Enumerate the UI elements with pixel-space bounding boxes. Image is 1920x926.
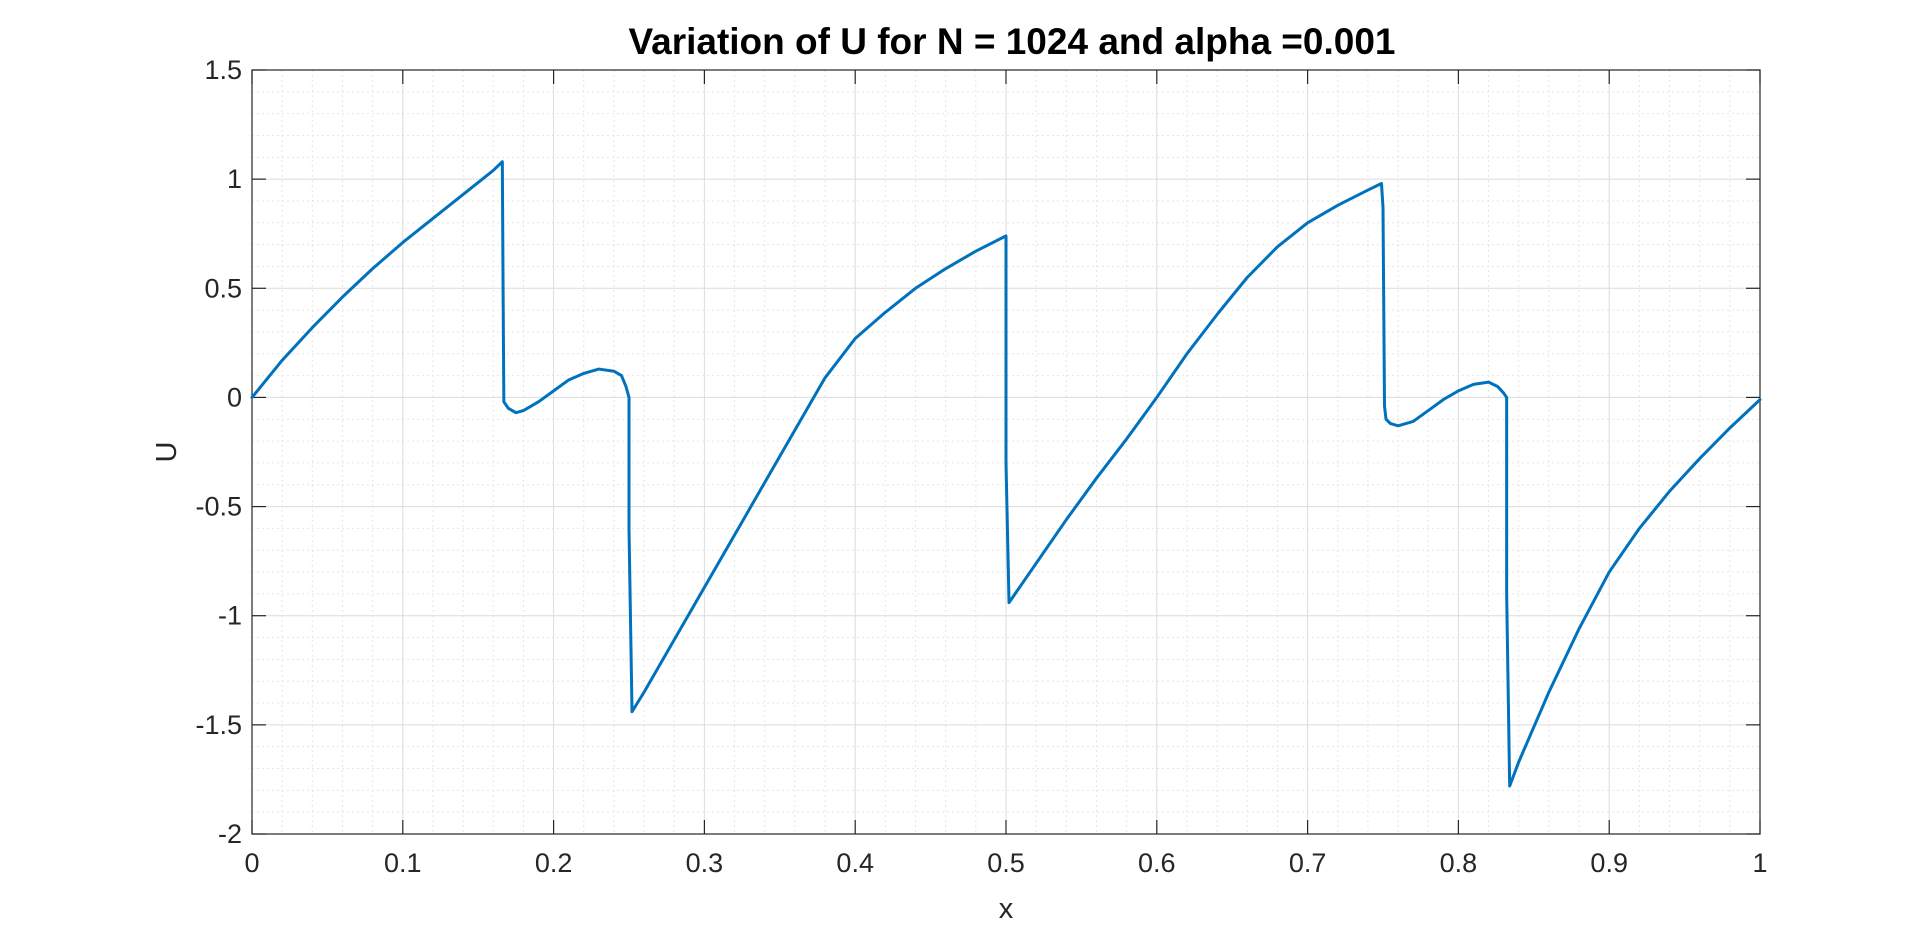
y-tick-label: -2 — [218, 819, 242, 849]
x-tick-label: 0.5 — [987, 848, 1025, 878]
x-tick-label: 0.4 — [836, 848, 874, 878]
x-tick-label: 1 — [1752, 848, 1767, 878]
y-tick-label: 1.5 — [204, 55, 242, 85]
x-tick-label: 0.6 — [1138, 848, 1176, 878]
tick-labels: 0 0.1 0.2 0.3 0.4 0.5 0.6 0.7 0.8 0.9 1 1.5 1 0.5 0 -0.… — [195, 55, 1767, 878]
x-tick-label: 0.7 — [1289, 848, 1327, 878]
chart-title: Variation of U for N = 1024 and alpha =0… — [628, 21, 1395, 62]
x-tick-label: 0.3 — [686, 848, 724, 878]
y-tick-label: 0 — [227, 382, 242, 412]
x-tick-label: 0.8 — [1440, 848, 1478, 878]
x-tick-label: 0.2 — [535, 848, 573, 878]
y-axis-label: U — [151, 442, 183, 463]
y-tick-label: 1 — [227, 164, 242, 194]
y-tick-label: -1 — [218, 601, 242, 631]
x-tick-label: 0 — [244, 848, 259, 878]
y-tick-label: -1.5 — [195, 710, 242, 740]
series-line — [250, 160, 1762, 788]
y-tick-label: -0.5 — [195, 492, 242, 522]
x-tick-label: 0.9 — [1590, 848, 1628, 878]
ticks — [251, 69, 1761, 835]
x-tick-label: 0.1 — [384, 848, 422, 878]
y-tick-label: 0.5 — [204, 273, 242, 303]
x-axis-label: x — [999, 893, 1014, 925]
